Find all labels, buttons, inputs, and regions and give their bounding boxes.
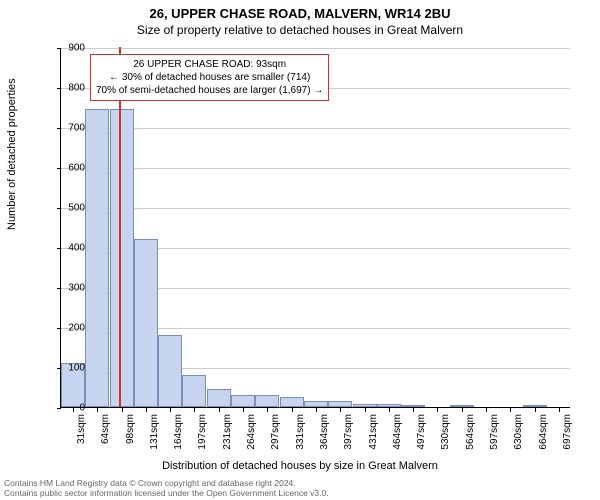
xtick-label: 297sqm <box>270 414 281 464</box>
histogram-bar <box>182 375 206 407</box>
xtick-mark <box>559 408 560 412</box>
histogram-bar <box>158 335 182 407</box>
histogram-bar <box>377 404 401 407</box>
xtick-mark <box>146 408 147 412</box>
xtick-label: 497sqm <box>416 414 427 464</box>
ytick-label: 300 <box>45 283 85 294</box>
histogram-bar <box>304 401 328 407</box>
xtick-mark <box>97 408 98 412</box>
histogram-bar <box>134 239 158 407</box>
xtick-mark <box>316 408 317 412</box>
gridline <box>61 208 570 209</box>
xtick-label: 364sqm <box>319 414 330 464</box>
y-axis-label: Number of detached properties <box>6 78 18 230</box>
xtick-label: 131sqm <box>149 414 160 464</box>
footer-line1: Contains HM Land Registry data © Crown c… <box>4 478 329 488</box>
ytick-label: 200 <box>45 323 85 334</box>
xtick-mark <box>365 408 366 412</box>
xtick-mark <box>292 408 293 412</box>
annotation-line1: 26 UPPER CHASE ROAD: 93sqm <box>96 58 323 71</box>
histogram-bar <box>280 397 304 407</box>
annotation-line3: 70% of semi-detached houses are larger (… <box>96 84 323 97</box>
histogram-bar <box>523 405 547 407</box>
gridline <box>61 168 570 169</box>
histogram-bar <box>85 109 109 407</box>
gridline <box>61 128 570 129</box>
ytick-label: 400 <box>45 243 85 254</box>
xtick-mark <box>437 408 438 412</box>
ytick-label: 800 <box>45 83 85 94</box>
ytick-label: 600 <box>45 163 85 174</box>
property-marker-line <box>119 47 121 407</box>
xtick-label: 64sqm <box>100 414 111 464</box>
xtick-label: 164sqm <box>173 414 184 464</box>
ytick-label: 100 <box>45 363 85 374</box>
xtick-mark <box>486 408 487 412</box>
xtick-label: 664sqm <box>538 414 549 464</box>
xtick-label: 697sqm <box>562 414 573 464</box>
footer-attribution: Contains HM Land Registry data © Crown c… <box>4 478 329 498</box>
xtick-label: 264sqm <box>246 414 257 464</box>
xtick-mark <box>122 408 123 412</box>
xtick-mark <box>194 408 195 412</box>
histogram-bar <box>328 401 352 407</box>
xtick-label: 397sqm <box>343 414 354 464</box>
xtick-label: 231sqm <box>222 414 233 464</box>
ytick-label: 0 <box>45 403 85 414</box>
xtick-mark <box>389 408 390 412</box>
xtick-mark <box>243 408 244 412</box>
xtick-label: 98sqm <box>125 414 136 464</box>
xtick-label: 564sqm <box>465 414 476 464</box>
histogram-bar <box>207 389 231 407</box>
histogram-bar <box>231 395 255 407</box>
xtick-label: 197sqm <box>197 414 208 464</box>
page-title: 26, UPPER CHASE ROAD, MALVERN, WR14 2BU <box>0 0 600 21</box>
chart-area: 26 UPPER CHASE ROAD: 93sqm ← 30% of deta… <box>60 48 570 408</box>
page-subtitle: Size of property relative to detached ho… <box>0 21 600 41</box>
footer-line2: Contains public sector information licen… <box>4 488 329 498</box>
histogram-bar <box>401 405 425 407</box>
ytick-label: 700 <box>45 123 85 134</box>
xtick-mark <box>462 408 463 412</box>
histogram-bar <box>450 405 474 407</box>
xtick-label: 31sqm <box>76 414 87 464</box>
annotation-line2: ← 30% of detached houses are smaller (71… <box>96 71 323 84</box>
histogram-bar <box>110 109 134 407</box>
xtick-mark <box>413 408 414 412</box>
xtick-label: 630sqm <box>513 414 524 464</box>
xtick-label: 331sqm <box>295 414 306 464</box>
xtick-mark <box>267 408 268 412</box>
xtick-label: 597sqm <box>489 414 500 464</box>
xtick-mark <box>170 408 171 412</box>
plot-region <box>60 48 570 408</box>
histogram-bar <box>353 404 377 407</box>
histogram-bar <box>255 395 279 407</box>
xtick-mark <box>219 408 220 412</box>
annotation-box: 26 UPPER CHASE ROAD: 93sqm ← 30% of deta… <box>90 54 329 101</box>
ytick-label: 900 <box>45 43 85 54</box>
xtick-label: 464sqm <box>392 414 403 464</box>
xtick-mark <box>510 408 511 412</box>
ytick-label: 500 <box>45 203 85 214</box>
xtick-mark <box>535 408 536 412</box>
xtick-mark <box>340 408 341 412</box>
xtick-label: 431sqm <box>368 414 379 464</box>
xtick-label: 530sqm <box>440 414 451 464</box>
gridline <box>61 48 570 49</box>
